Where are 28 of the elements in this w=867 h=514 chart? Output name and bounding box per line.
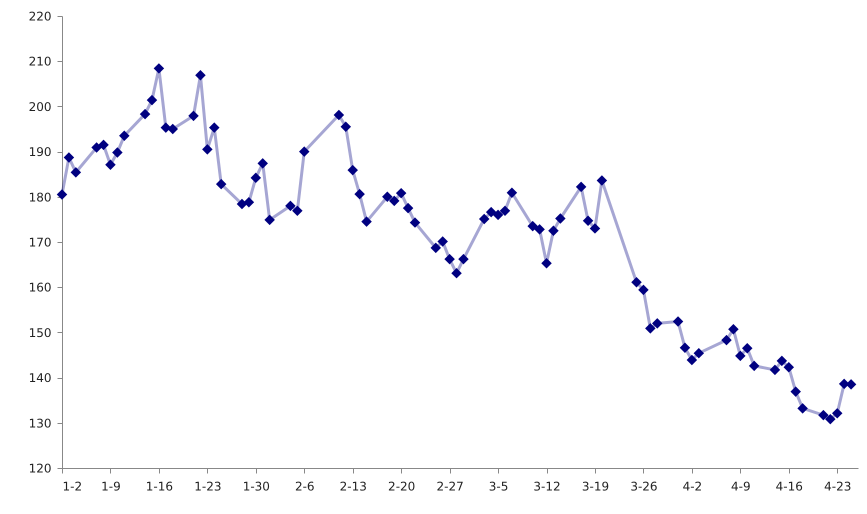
x-tick-label: 4-23: [824, 480, 852, 494]
x-tick-label: 1-23: [194, 480, 222, 494]
y-tick-label: 200: [28, 100, 52, 114]
y-tick-label: 150: [28, 326, 52, 340]
y-tick-label: 120: [28, 462, 52, 476]
y-tick-label: 140: [28, 371, 52, 386]
x-tick-label: 2-27: [436, 480, 464, 494]
x-tick-label: 2-20: [388, 480, 416, 494]
y-tick-label: 210: [28, 54, 52, 69]
y-tick-label: 190: [28, 145, 52, 160]
x-tick-label: 3-5: [488, 480, 508, 494]
x-tick-label: 1-9: [101, 480, 121, 494]
x-tick-label: 2-13: [340, 480, 367, 494]
y-tick-label: 180: [28, 190, 52, 204]
x-tick-label: 4-16: [776, 480, 803, 494]
x-tick-label: 4-9: [731, 480, 751, 494]
x-tick-label: 2-6: [294, 480, 315, 494]
y-tick-label: 130: [28, 416, 52, 430]
x-tick-label: 1-2: [62, 480, 82, 494]
x-tick-label: 3-19: [582, 480, 610, 494]
x-tick-label: 3-26: [630, 480, 658, 494]
x-tick-label: 3-12: [533, 480, 561, 494]
y-tick-label: 220: [28, 10, 52, 24]
y-tick-label: 160: [28, 280, 52, 295]
x-tick-label: 1-16: [146, 480, 174, 494]
x-tick-label: 1-30: [242, 480, 270, 494]
x-tick-label: 4-2: [682, 480, 702, 494]
y-tick-label: 170: [28, 236, 52, 250]
